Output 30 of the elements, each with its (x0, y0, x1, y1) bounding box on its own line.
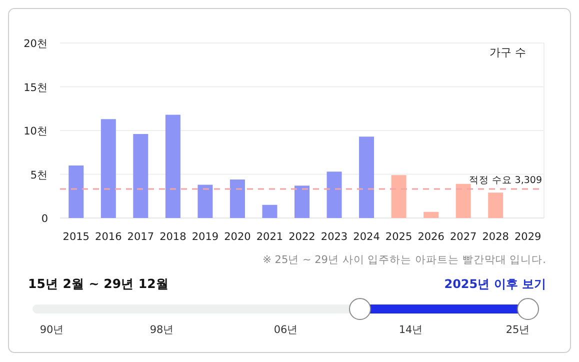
y-tick-label: 10천 (24, 126, 48, 138)
y-tick-label: 15천 (24, 82, 48, 94)
text: 90년 (40, 324, 64, 336)
text: 2025년 이후 보기 (444, 277, 546, 291)
text: 14년 (398, 324, 424, 336)
text: 06년 (274, 324, 298, 336)
annotation: 가구 수 (490, 46, 526, 59)
text: 98년 (150, 324, 174, 336)
x-tick-label: 2028 (482, 231, 509, 243)
text: 15년 2월 ~ 29년 12월 (28, 276, 169, 291)
x-tick-label: 2017 (127, 231, 154, 243)
y-tick-label: 5천 (30, 169, 48, 182)
x-tick-label: 2016 (95, 231, 122, 243)
x-tick-label: 2015 (62, 231, 90, 243)
text: 25년 (506, 324, 530, 336)
x-tick-label: 2021 (256, 231, 284, 243)
x-tick-label: 2029 (514, 231, 542, 243)
x-tick-label: 2027 (450, 231, 477, 243)
ref-line-label: 적정 수요 3,309 (468, 175, 542, 186)
text: ※ 25년 ~ 29년 사이 입주하는 아파트는 빨간막대 입니다. (262, 254, 546, 266)
x-tick-label: 2018 (160, 231, 186, 243)
x-tick-label: 2025 (385, 231, 412, 243)
x-tick-label: 2020 (224, 231, 251, 243)
x-tick-label: 2023 (320, 231, 348, 243)
y-tick-label: 0 (41, 213, 48, 225)
x-tick-label: 2024 (353, 231, 380, 243)
x-tick-label: 2022 (288, 231, 316, 243)
x-tick-label: 2019 (192, 231, 219, 243)
y-tick-label: 20천 (24, 38, 48, 50)
x-tick-label: 2026 (418, 231, 445, 243)
